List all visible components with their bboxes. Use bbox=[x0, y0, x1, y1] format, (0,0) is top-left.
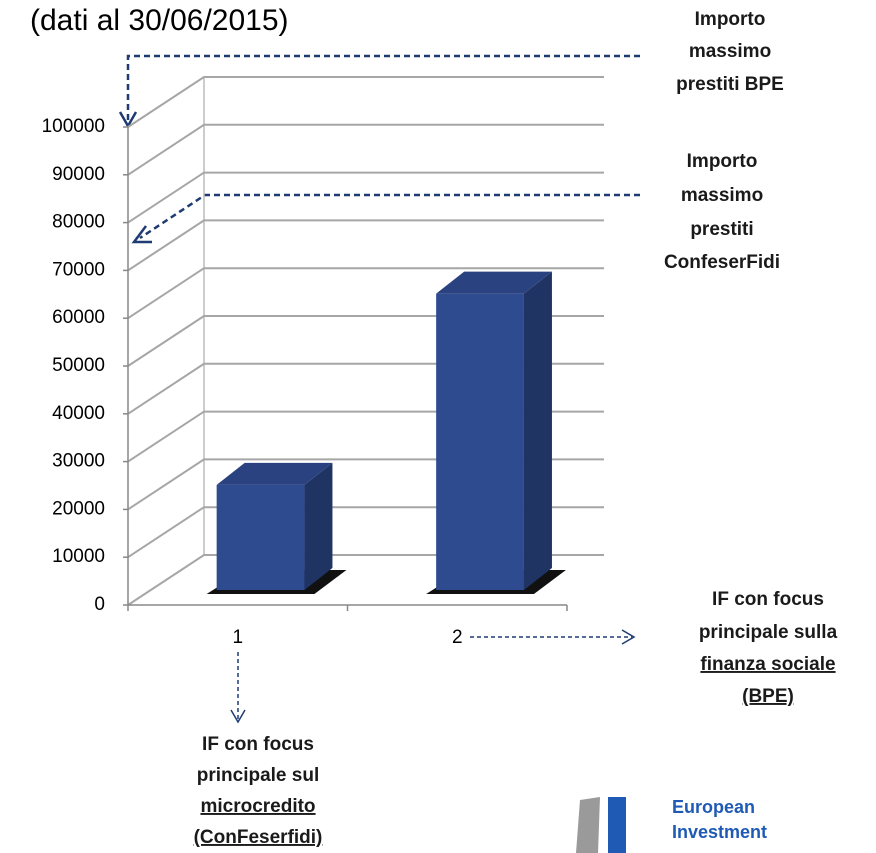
arrow bbox=[126, 54, 640, 122]
bar-front bbox=[436, 293, 524, 590]
y-tick-label: 50000 bbox=[52, 355, 105, 376]
grid-line bbox=[127, 76, 604, 128]
logo-text: European bbox=[672, 797, 755, 817]
logo-bar bbox=[576, 797, 600, 853]
grid-line bbox=[127, 171, 604, 224]
arrow-head bbox=[621, 629, 636, 645]
annotation: IF con focus bbox=[712, 589, 824, 610]
arrow bbox=[139, 193, 640, 240]
annotation-arrows bbox=[118, 54, 640, 724]
logo: European Investment bbox=[576, 797, 767, 853]
logo-text: Investment bbox=[672, 822, 767, 842]
annotation: prestiti bbox=[690, 219, 753, 240]
y-tick-label: 20000 bbox=[52, 498, 105, 519]
y-tick-label: 60000 bbox=[52, 307, 105, 328]
annotation: finanza sociale bbox=[700, 654, 835, 675]
annotation: principale sulla bbox=[699, 622, 838, 643]
annotation: microcredito bbox=[200, 796, 315, 817]
y-tick-label: 30000 bbox=[52, 451, 105, 472]
annotation: (ConFeserfidi) bbox=[194, 827, 323, 848]
bar-front bbox=[216, 484, 305, 590]
annotation: IF con focus bbox=[202, 734, 314, 755]
grid-line bbox=[127, 267, 604, 320]
y-tick-label: 40000 bbox=[52, 403, 105, 424]
y-tick-label: 100000 bbox=[42, 116, 105, 137]
y-tick-label: 90000 bbox=[52, 164, 105, 185]
annotation: (BPE) bbox=[742, 686, 794, 707]
y-tick-label: 70000 bbox=[52, 259, 105, 280]
chart-title: (dati al 30/06/2015) bbox=[30, 4, 289, 37]
arrow-head bbox=[230, 709, 246, 724]
bar-top bbox=[436, 271, 552, 294]
annotation: massimo bbox=[689, 41, 771, 62]
annotation: prestiti BPE bbox=[676, 74, 784, 95]
bar bbox=[426, 271, 566, 594]
y-tick-label: 10000 bbox=[52, 546, 105, 567]
annotation: ConfeserFidi bbox=[664, 252, 780, 273]
annotation: principale sul bbox=[197, 765, 319, 786]
bar-top bbox=[216, 462, 333, 485]
annotation: Importo bbox=[695, 9, 766, 30]
bar bbox=[206, 462, 347, 594]
annotation: massimo bbox=[681, 185, 763, 206]
x-tick-label: 1 bbox=[232, 627, 243, 648]
grid-line bbox=[127, 123, 604, 176]
logo-bar bbox=[608, 797, 626, 853]
y-tick-label: 0 bbox=[94, 594, 105, 615]
grid-line bbox=[127, 219, 604, 272]
bar-side bbox=[523, 271, 552, 590]
x-tick-label: 2 bbox=[452, 627, 463, 648]
bar-side bbox=[304, 462, 333, 590]
annotation: Importo bbox=[687, 151, 758, 172]
arrow-head bbox=[131, 225, 152, 244]
y-tick-label: 80000 bbox=[52, 212, 105, 233]
